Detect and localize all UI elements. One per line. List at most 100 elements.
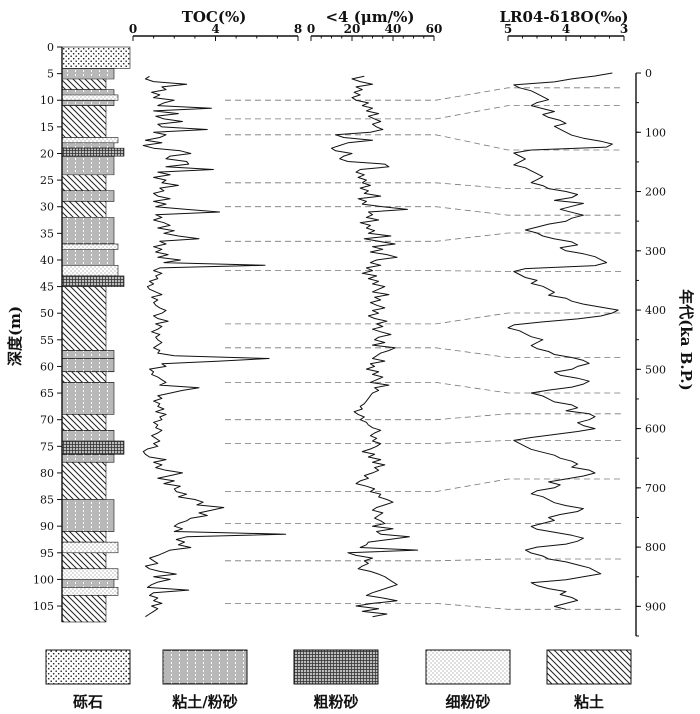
litho-unit-fine_silt: [61, 243, 119, 250]
lr04-panel: 5 4 3: [504, 22, 628, 610]
litho-unit-fine_silt: [61, 541, 119, 554]
litho-unit-clay: [61, 78, 107, 90]
depth-tick-label: 10: [40, 94, 54, 107]
grain-tick-label: 20: [344, 22, 361, 36]
grain-size-panel: 0 20 40 60: [307, 22, 443, 618]
litho-unit-clay_silt: [61, 430, 115, 442]
depth-tick-label: 40: [40, 254, 54, 267]
litho-unit-clay: [61, 531, 107, 543]
litho-unit-clay_silt: [61, 217, 115, 245]
depth-tick-label: 50: [40, 307, 54, 320]
litho-unit-fine_silt: [61, 587, 119, 596]
litho-unit-clay_silt: [61, 155, 115, 176]
tie-line: [225, 270, 622, 272]
litho-unit-clay_silt: [61, 499, 115, 532]
litho-unit-clay_silt: [61, 190, 115, 202]
litho-unit-clay_silt: [61, 382, 115, 415]
depth-tick-label: 75: [40, 440, 54, 453]
legend-label-clay_silt: 粘土/粉砂: [172, 693, 237, 711]
litho-unit-clay: [61, 461, 107, 500]
tie-line: [225, 105, 622, 120]
depth-tick-label: 105: [33, 600, 54, 613]
age-axis-title: 年代(ka B.P.): [677, 289, 695, 390]
litho-unit-clay_silt: [61, 89, 115, 96]
legend-label-coarse_silt: 粗粉砂: [313, 693, 358, 711]
toc-tick-label: 0: [129, 22, 137, 36]
litho-unit-clay: [61, 201, 107, 218]
litho-unit-clay_silt: [61, 579, 115, 588]
age-tick-label: 400: [645, 304, 666, 317]
depth-axis-title: 深度(m): [6, 306, 24, 366]
lithology-column: [61, 46, 131, 623]
grain-axis-title: <4 (μm/%): [325, 8, 414, 26]
depth-axis: 0 5 10 15 20 25 30 35 40 45 50 55 60 65 70 75 80 85 90 95 10…: [33, 41, 63, 622]
legend-swatch-clay: [546, 649, 632, 685]
legend-label-clay: 粘土: [574, 693, 604, 711]
depth-tick-label: 80: [40, 467, 54, 480]
litho-unit-clay: [61, 552, 107, 570]
toc-tick-label: 4: [211, 22, 219, 36]
depth-tick-label: 100: [33, 573, 54, 586]
tie-line: [225, 182, 622, 189]
age-tick-label: 800: [645, 541, 666, 554]
legend-label-fine_silt: 细粉砂: [445, 693, 490, 711]
depth-tick-label: 0: [47, 41, 54, 54]
litho-unit-gravel: [61, 46, 131, 69]
grain-tick-label: 0: [307, 22, 315, 36]
litho-unit-clay: [61, 595, 107, 623]
litho-unit-coarse_silt: [61, 440, 125, 455]
lr04-tick-label: 5: [504, 22, 512, 36]
tie-line: [225, 382, 622, 394]
depth-tick-label: 90: [40, 520, 54, 533]
depth-tick-label: 55: [40, 334, 54, 347]
litho-unit-fine_silt: [61, 137, 119, 144]
toc-axis-title: TOC(%): [182, 8, 247, 26]
depth-tick-label: 25: [40, 174, 54, 187]
legend-label-gravel: 砾石: [73, 693, 103, 711]
depth-tick-label: 5: [47, 68, 54, 81]
legend-swatch-clay_silt: [162, 649, 248, 685]
toc-panel: 0 4 8: [129, 22, 302, 618]
legend: 砾石 粘土/粉砂 粗粉砂 细粉砂 粘土: [45, 649, 632, 711]
depth-tick-label: 65: [40, 387, 54, 400]
age-tick-label: 700: [645, 482, 666, 495]
litho-unit-clay_silt: [61, 249, 115, 266]
litho-unit-clay: [61, 105, 107, 138]
tie-line: [225, 478, 622, 492]
age-tick-label: 300: [645, 245, 666, 258]
grain-tick-label: 60: [426, 22, 443, 36]
depth-tick-label: 45: [40, 281, 54, 294]
age-axis: 0 100 200 300 400 500 600 700 800 900: [635, 67, 666, 637]
depth-tick-label: 85: [40, 494, 54, 507]
litho-unit-clay_silt: [61, 453, 115, 463]
tie-line: [225, 87, 622, 101]
litho-unit-clay: [61, 174, 107, 192]
tie-line: [225, 134, 622, 151]
litho-unit-clay: [61, 286, 107, 351]
tie-line: [225, 312, 622, 325]
lr04-tick-label: 3: [620, 22, 628, 36]
litho-unit-fine_silt: [61, 94, 119, 101]
litho-unit-clay_silt: [61, 358, 115, 373]
tie-line: [225, 558, 622, 562]
depth-tick-label: 15: [40, 121, 54, 134]
litho-unit-clay_silt: [61, 99, 115, 106]
lr04-tick-label: 4: [562, 22, 570, 36]
legend-swatch-gravel: [45, 649, 131, 685]
toc-series-line: [142, 75, 287, 618]
litho-unit-clay: [61, 414, 107, 431]
tie-line: [225, 347, 622, 358]
tie-line: [225, 206, 622, 216]
tie-line: [225, 232, 622, 242]
litho-unit-clay_silt: [61, 142, 115, 149]
litho-unit-fine_silt: [61, 264, 119, 277]
age-tick-label: 0: [645, 67, 652, 80]
lr04-axis-title: LR04-δ18O(‰): [499, 8, 628, 26]
depth-tick-label: 70: [40, 414, 54, 427]
grain-tick-label: 40: [385, 22, 402, 36]
litho-unit-coarse_silt: [61, 147, 125, 157]
depth-tick-label: 20: [40, 147, 54, 160]
lr04-series-line: [507, 72, 619, 610]
tie-line: [225, 413, 622, 421]
